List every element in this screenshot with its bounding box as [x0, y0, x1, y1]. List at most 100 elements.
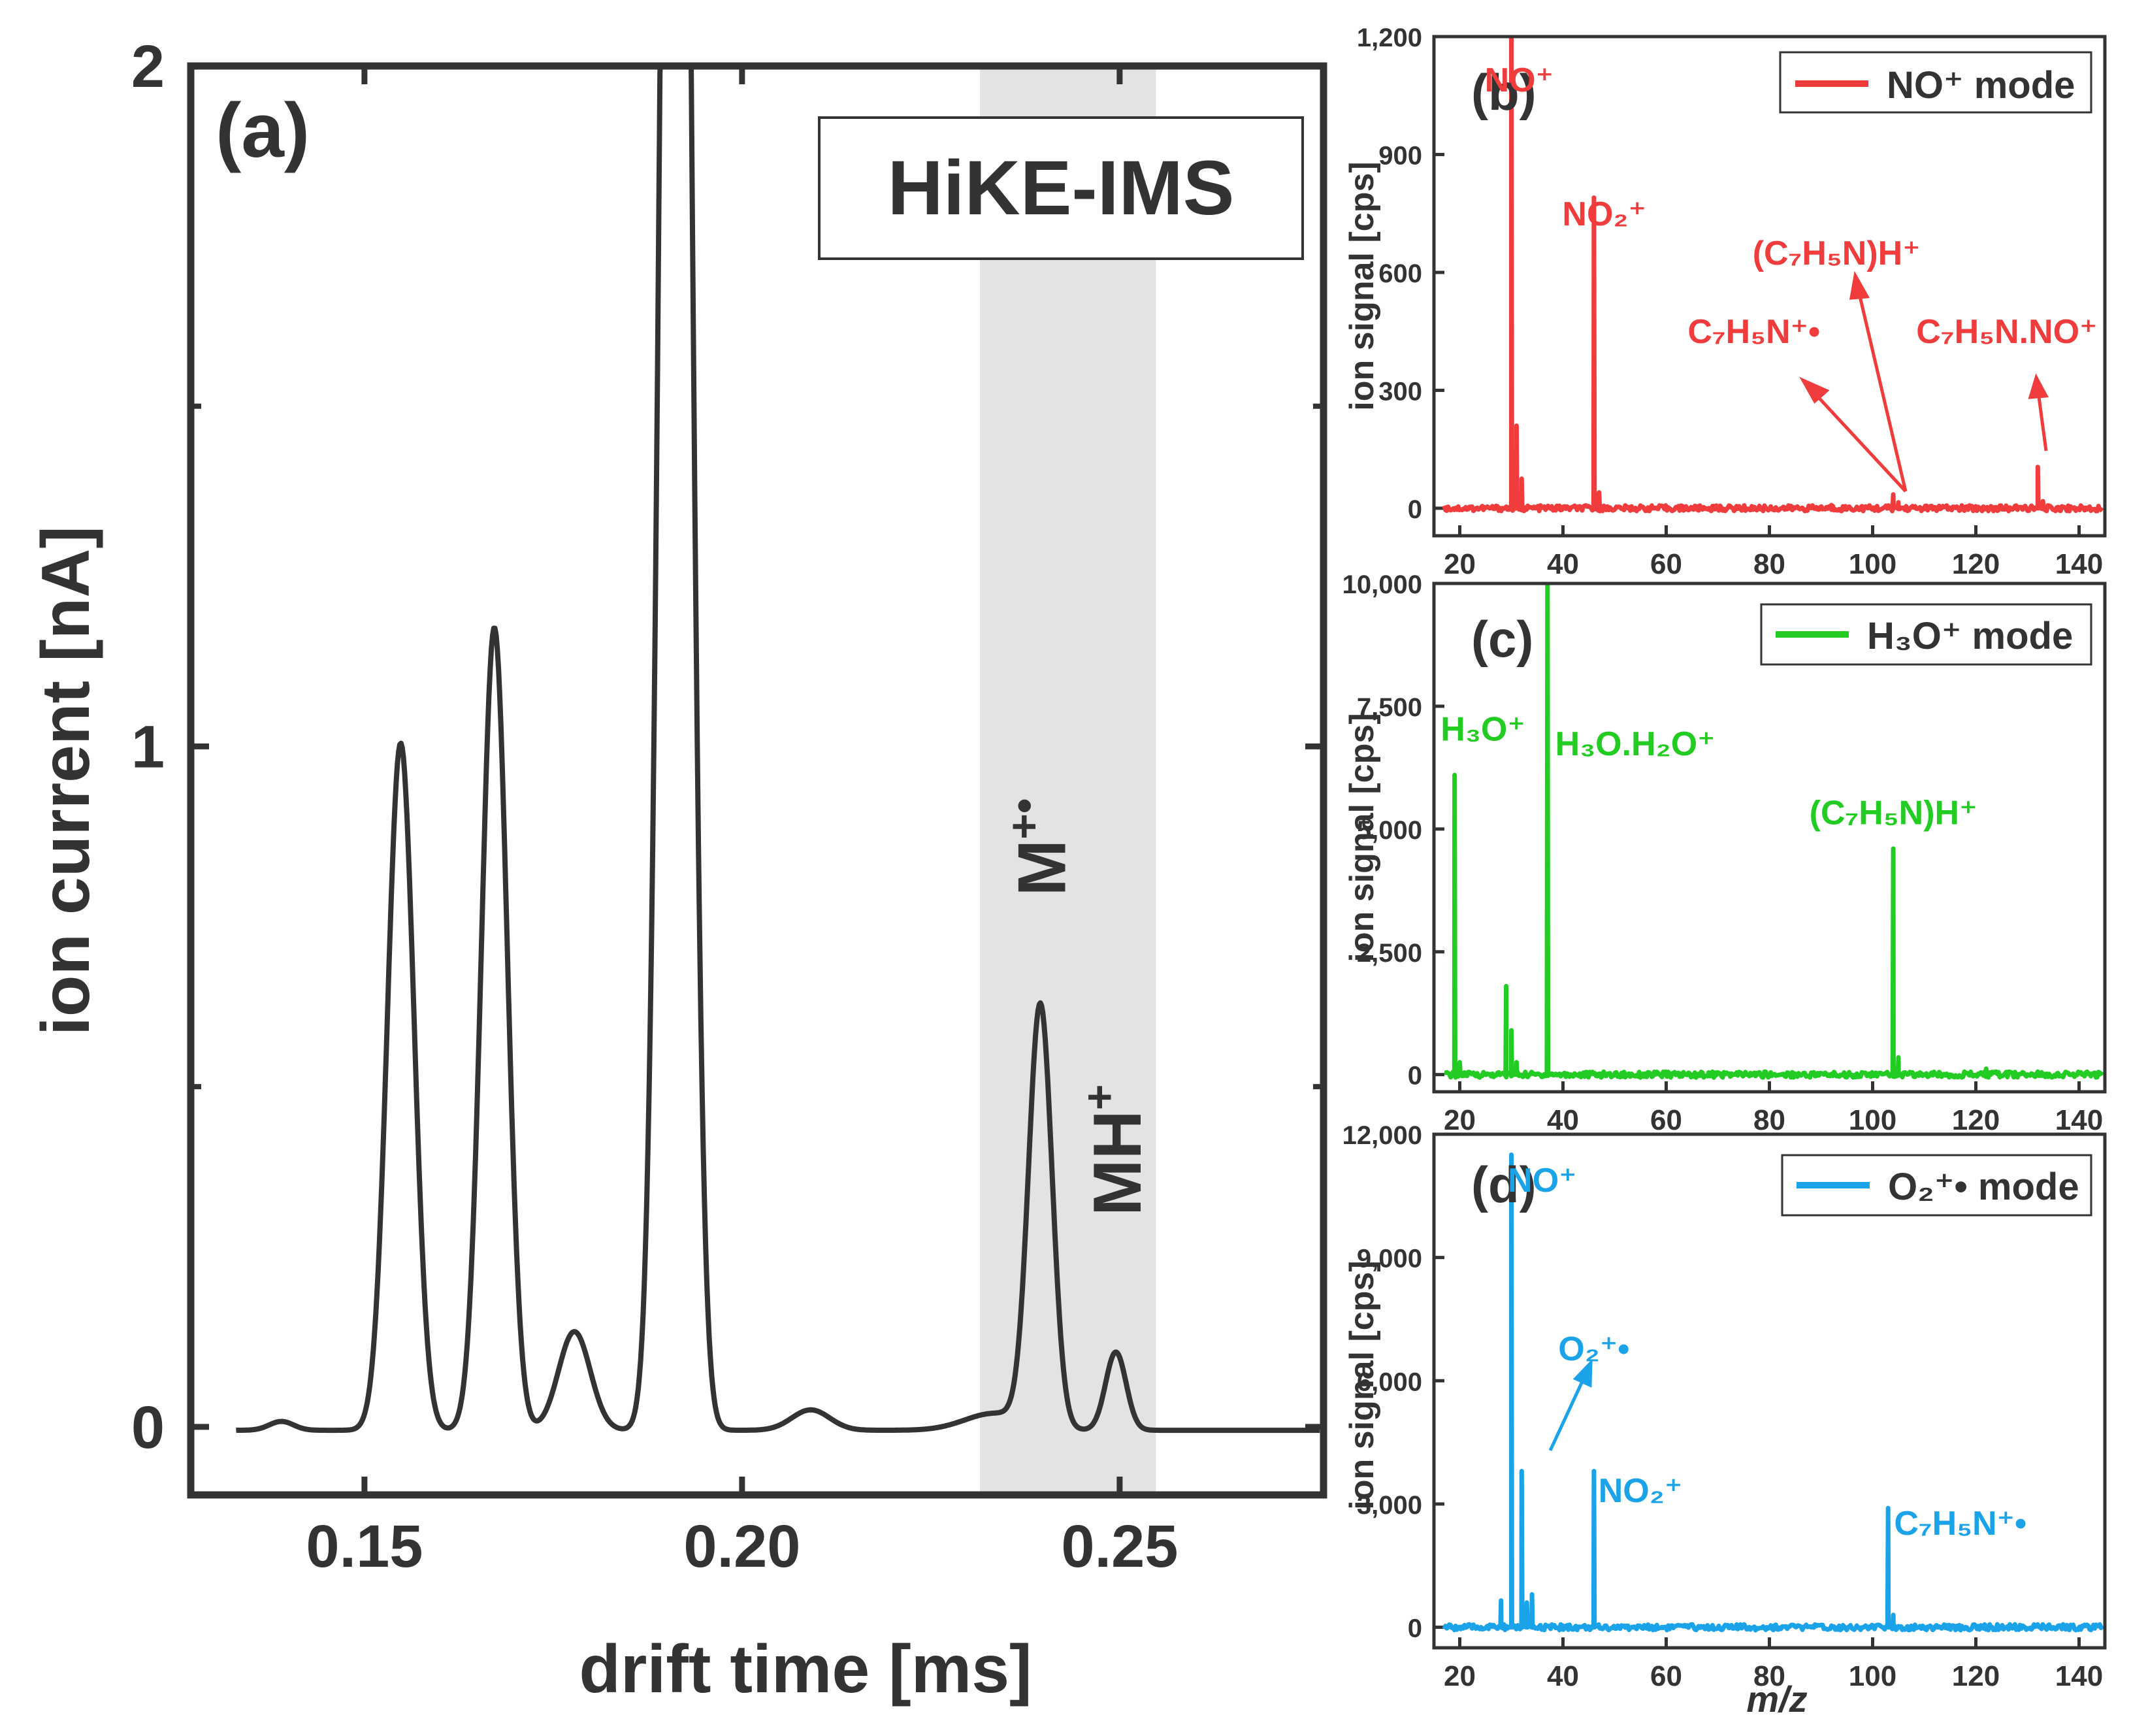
arrow-o2: [1548, 1376, 1586, 1452]
panel-a-frame: [187, 62, 1327, 1499]
peak-label: H₃O⁺: [1440, 711, 1525, 749]
y-tick-label: 2: [131, 33, 165, 100]
y-tick-label: 900: [1378, 141, 1422, 170]
y-tick-label: 0: [131, 1394, 165, 1461]
legend-c-label: H₃O⁺ mode: [1867, 615, 2073, 657]
panel-c-y-axis-label: ion signal [cps]: [1343, 713, 1381, 962]
y-tick-label: 9,000: [1357, 1245, 1422, 1273]
annotation-m-sup: +•: [1000, 798, 1049, 840]
panel-b-no-mode-chart: 20 40 60 80 100 120 140 0 300 600 900 1,200 (b) NO⁺…: [1343, 24, 2107, 580]
x-tick-label: 40: [1547, 548, 1579, 580]
x-tick-label: 120: [1952, 548, 2000, 580]
y-tick-label: 12,000: [1342, 1121, 1422, 1150]
panel-label-c: (c): [1471, 610, 1533, 668]
chart-title: HiKE-IMS: [888, 145, 1235, 231]
y-tick-label: 0: [1408, 1062, 1422, 1090]
y-tick-label: 0: [1408, 495, 1422, 524]
arrow-c7h5n-protonated: [1857, 290, 1908, 492]
x-tick-label: 140: [2055, 1104, 2103, 1136]
peak-label: H₃O.H₂O⁺: [1555, 725, 1716, 763]
y-tick-label: 7,500: [1357, 693, 1422, 722]
y-tick-label: 0: [1408, 1614, 1422, 1643]
x-tick-label: 0.20: [683, 1513, 800, 1580]
peak-annotations: M+• MH+: [1000, 798, 1156, 1216]
peak-label: C₇H₅N⁺•: [1894, 1505, 2026, 1543]
legend-b: NO⁺ mode: [1779, 51, 2092, 114]
x-tick-label: 0.15: [306, 1513, 423, 1580]
peak-label: NO₂⁺: [1562, 195, 1646, 233]
x-tick-label: 20: [1444, 1660, 1476, 1692]
panel-label-a: (a): [216, 88, 310, 174]
h3o-mode-spectrum-line: [1443, 583, 2104, 1080]
peak-label: O₂⁺•: [1558, 1330, 1629, 1368]
y-tick-label: 600: [1378, 259, 1422, 288]
peak-label: (C₇H₅N)H⁺: [1753, 235, 1921, 272]
peak-label: C₇H₅N.NO⁺: [1916, 313, 2097, 351]
x-tick-label: 100: [1849, 1104, 1896, 1136]
arrow-c7h5n-radical: [1812, 391, 1907, 493]
x-tick-label: 100: [1849, 1660, 1896, 1692]
panel-b-frame: [1432, 35, 2107, 538]
y-tick-label: 1: [131, 713, 165, 780]
panel-a-ims-chart: 0.15 0.20 0.25 0 1 2 HiKE-IMS (a) drift time …: [28, 33, 1327, 1707]
panel-d-peak-labels: NO⁺ O₂⁺• NO₂⁺ C₇H₅N⁺•: [1508, 1162, 2026, 1543]
peak-label: (C₇H₅N)H⁺: [1810, 794, 1977, 832]
panel-label-b: (b): [1471, 63, 1537, 121]
peak-label: NO₂⁺: [1599, 1472, 1683, 1510]
panel-d-arrows: [1548, 1358, 1593, 1452]
legend-d-label: O₂⁺• mode: [1888, 1166, 2079, 1208]
peak-label: NO⁺: [1508, 1162, 1576, 1200]
x-tick-label: 120: [1952, 1104, 2000, 1136]
annotation-m-text: M: [1005, 840, 1081, 896]
annotation-mh-cation: MH+: [1075, 1085, 1156, 1216]
panel-d-y-axis-label: ion signal [cps]: [1343, 1260, 1381, 1509]
arrow-c7h5n-radical-head: [1799, 376, 1830, 404]
y-tick-label: 300: [1378, 377, 1422, 406]
panel-d-o2-mode-chart: 20 40 60 80 100 120 14003,0006,0009,00012,000 …: [1342, 1121, 2107, 1720]
x-tick-label: 60: [1650, 548, 1682, 580]
legend-b-label: NO⁺ mode: [1887, 64, 2075, 106]
x-tick-label: 140: [2055, 548, 2103, 580]
legend-d: O₂⁺• mode: [1781, 1154, 2092, 1217]
y-tick-label: 2,500: [1357, 939, 1422, 968]
x-tick-label: 60: [1650, 1104, 1682, 1136]
legend-c: H₃O⁺ mode: [1760, 603, 2092, 666]
x-tick-label: 60: [1650, 1660, 1682, 1692]
x-tick-label: 40: [1547, 1104, 1579, 1136]
x-tick-label: 20: [1444, 548, 1476, 580]
panel-b-ticks: 20 40 60 80 100 120 140 0 300 600 900 1,200: [1357, 24, 2103, 580]
y-tick-label: 1,200: [1357, 24, 1422, 52]
x-tick-label: 80: [1753, 1104, 1785, 1136]
annotation-mh-sup: +: [1075, 1085, 1124, 1111]
y-axis-label: ion current [nA]: [28, 526, 104, 1036]
x-axis-label: drift time [ms]: [579, 1631, 1032, 1707]
panel-d-frame: [1432, 1132, 2107, 1650]
arrow-c7h5n-protonated-head: [1849, 270, 1870, 300]
peak-label: C₇H₅N⁺•: [1687, 313, 1820, 351]
x-tick-label: 100: [1849, 548, 1896, 580]
y-tick-label: 3,000: [1357, 1491, 1422, 1520]
panel-b-arrows: [1799, 270, 2049, 493]
o2-mode-spectrum-line: [1442, 1152, 2105, 1633]
y-tick-label: 10,000: [1342, 570, 1422, 599]
x-tick-label: 120: [1952, 1660, 2000, 1692]
panel-c-frame: [1432, 581, 2107, 1094]
x-tick-label: 80: [1753, 1660, 1785, 1692]
highlight-region: [980, 66, 1156, 1495]
arrow-o2-head: [1572, 1358, 1593, 1388]
x-tick-label: 140: [2055, 1660, 2103, 1692]
x-tick-label: 40: [1547, 1660, 1579, 1692]
panel-c-peak-labels: H₃O⁺ H₃O.H₂O⁺ (C₇H₅N)H⁺: [1440, 711, 1977, 832]
panel-c-ticks: 20 40 60 80 100 120 140 0 2,500 5,000 7,500 10,000: [1342, 570, 2104, 1136]
x-tick-label: 80: [1753, 548, 1785, 580]
no-mode-spectrum-line: [1442, 37, 2104, 514]
annotation-m-radical-cation: M+•: [1000, 798, 1081, 896]
y-tick-label: 5,000: [1357, 816, 1422, 845]
x-tick-label: 20: [1444, 1104, 1476, 1136]
y-tick-label: 6,000: [1357, 1368, 1422, 1396]
arrow-c7h5n-no-head: [2028, 373, 2049, 399]
title-box: [818, 116, 1304, 260]
x-tick-label: 0.25: [1061, 1513, 1178, 1580]
annotation-mh-text: MH: [1080, 1110, 1156, 1216]
